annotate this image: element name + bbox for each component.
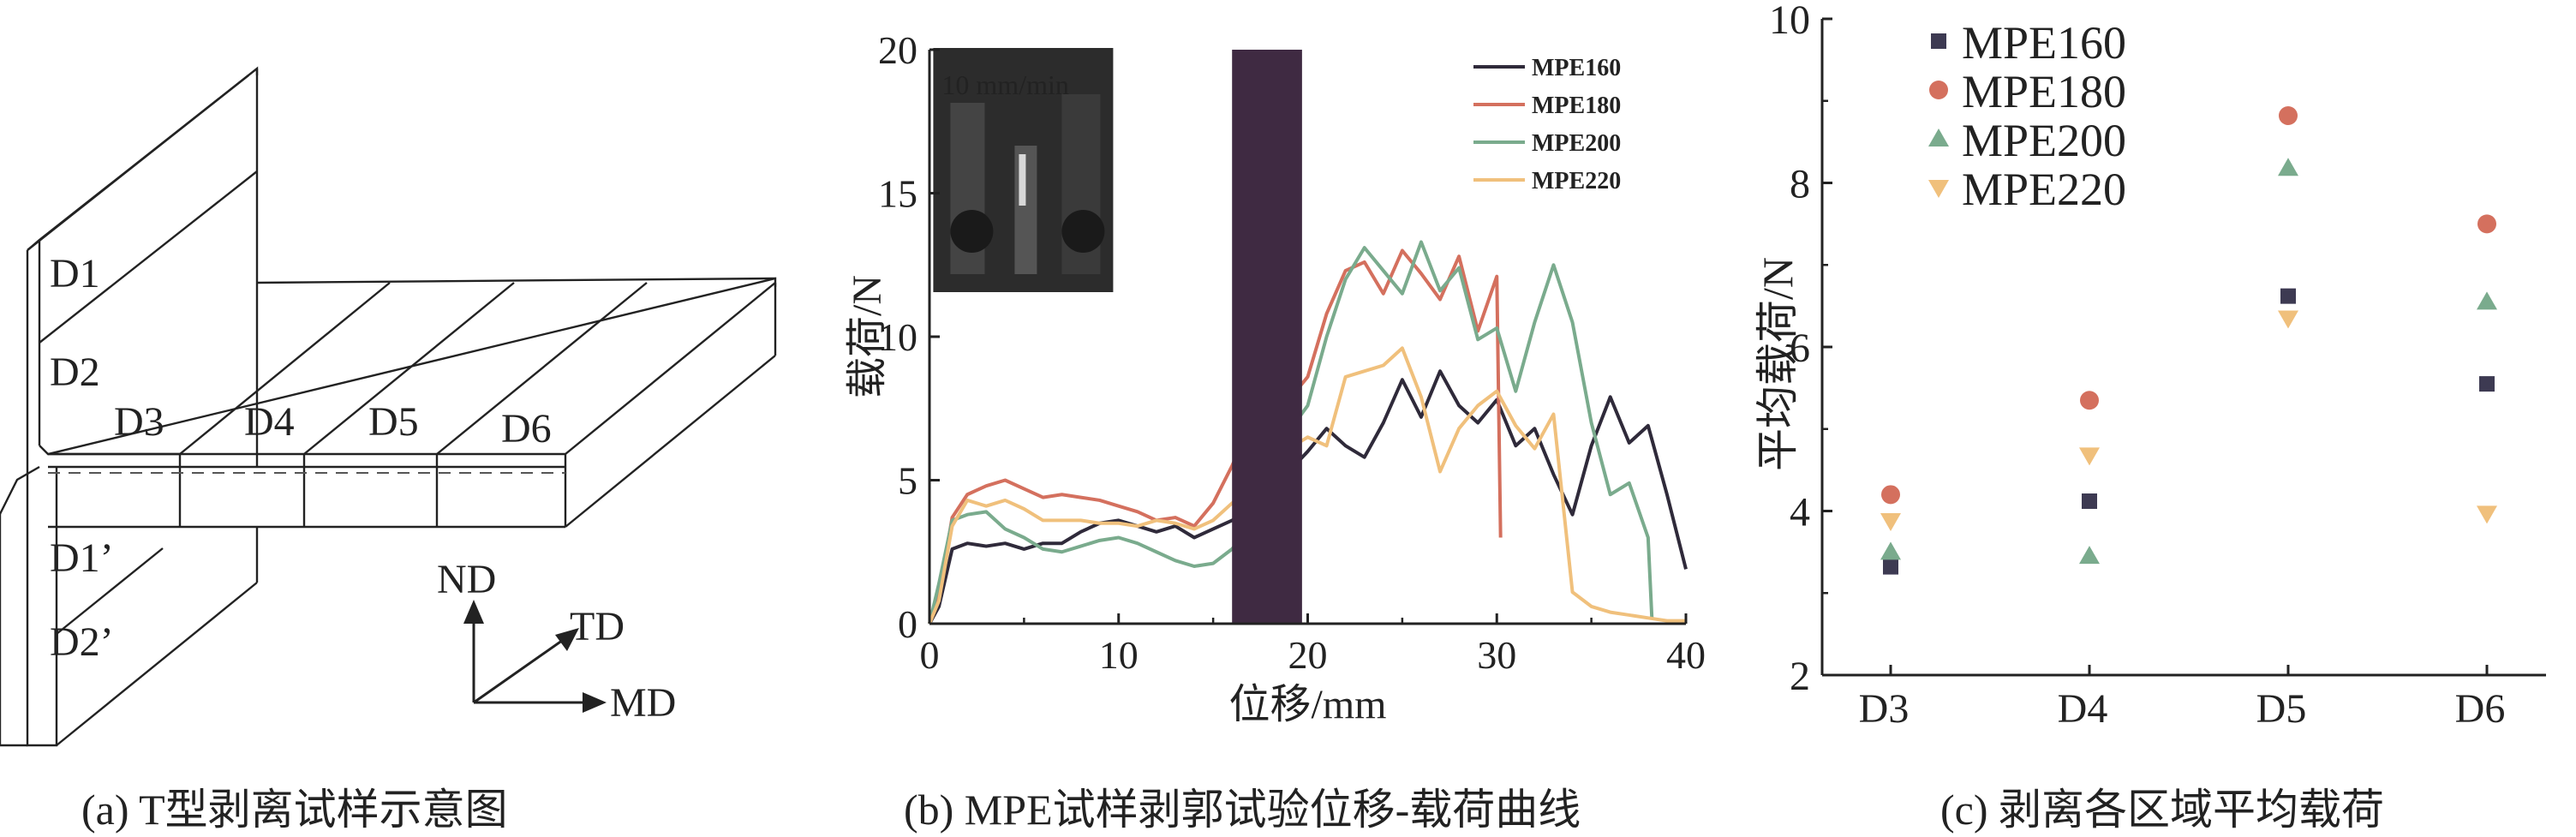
point-mpe220-d3 <box>1880 512 1901 531</box>
inset-speed-label: 10 mm/min <box>941 69 1068 100</box>
legend-label-mpe200: MPE200 <box>1532 130 1621 157</box>
panel-a-caption: (a) T型剥离试样示意图 <box>81 786 508 834</box>
panel-b-caption: (b) MPE试样剥郭试验位移-载荷曲线 <box>904 786 1581 834</box>
y-tick-label: 10 <box>1769 0 1810 43</box>
label-d1-prime: D1’ <box>50 535 114 581</box>
inset-specimen <box>1014 146 1037 274</box>
point-mpe180-d6 <box>2477 214 2496 234</box>
x-tick-label: D4 <box>2058 686 2108 732</box>
y-tick-label: 15 <box>878 172 917 216</box>
legend-label-mpe200: MPE200 <box>1962 115 2126 166</box>
average-load-panel: 2 4 6 8 10 D3 D4 D5 D6 平均载荷/N MPE160 MPE180 MPE200 MP… <box>1713 0 2576 837</box>
inset-hole-left <box>950 210 994 253</box>
point-mpe220-d6 <box>2477 505 2497 524</box>
x-tick-label: D6 <box>2455 686 2506 732</box>
legend-marker-mpe220 <box>1928 180 1949 198</box>
x-tick-label: 0 <box>920 633 940 677</box>
label-d3: D3 <box>114 399 164 445</box>
legend-label-mpe180: MPE180 <box>1962 66 2126 117</box>
load-displacement-panel: 10 mm/min 0 10 20 30 40 0 5 10 15 20 位移/mm 载荷/N MPE16… <box>814 0 1713 837</box>
label-d2: D2 <box>50 350 100 395</box>
point-mpe180-d5 <box>2279 105 2298 125</box>
point-mpe220-d5 <box>2278 310 2298 329</box>
td-arrow-icon <box>555 628 579 651</box>
label-d1: D1 <box>50 251 100 296</box>
inset-specimen-web <box>1019 154 1026 206</box>
y-tick-label: 2 <box>1790 654 1810 699</box>
x-tick-label: 30 <box>1477 633 1516 677</box>
nd-arrow-icon <box>463 600 484 624</box>
flange-outline <box>26 250 58 747</box>
y-tick-label: 10 <box>878 315 917 359</box>
average-load-chart: 2 4 6 8 10 D3 D4 D5 D6 平均载荷/N MPE160MPE180MPE200MP… <box>1754 0 2546 732</box>
inset-photo <box>933 48 1114 292</box>
y-tick-label: 0 <box>898 602 917 646</box>
legend-label-mpe160: MPE160 <box>1532 55 1621 81</box>
point-mpe200-d5 <box>2278 158 2298 176</box>
point-mpe200-d4 <box>2079 546 2100 565</box>
y-tick-label: 20 <box>878 28 917 72</box>
mask-bar <box>1232 50 1302 624</box>
x-tick-label: 20 <box>1288 633 1328 677</box>
legend-label-mpe220: MPE220 <box>1962 164 2126 215</box>
legend-marker-mpe180 <box>1929 81 1948 99</box>
point-mpe160-d6 <box>2479 376 2495 392</box>
legend-label-mpe220: MPE220 <box>1532 168 1621 194</box>
d1p-d2p-divider <box>56 547 164 635</box>
d1-d2-divider <box>39 170 258 344</box>
x-tick-label: D3 <box>1859 686 1910 732</box>
point-mpe180-d3 <box>1881 485 1900 505</box>
y-tick-label: 4 <box>1790 490 1810 535</box>
series-line-mpe180 <box>928 248 1503 625</box>
label-d5: D5 <box>368 399 419 445</box>
load-displacement-chart: 10 mm/min 0 10 20 30 40 0 5 10 15 20 位移/mm 载荷/N MPE16… <box>845 28 1706 727</box>
label-d6: D6 <box>501 406 552 451</box>
legend-label-mpe160: MPE160 <box>1962 17 2126 69</box>
y-tick-label: 6 <box>1790 326 1810 371</box>
y-axis-label: 平均载荷/N <box>1754 257 1802 471</box>
point-mpe180-d4 <box>2080 391 2099 410</box>
inset-hole-right <box>1061 210 1105 253</box>
md-arrow-icon <box>583 692 607 713</box>
point-mpe160-d5 <box>2280 288 2296 304</box>
t-peel-schematic-panel: D1 D2 D3 D4 D5 D6 D1’ D2’ ND TD MD (a) T… <box>0 0 814 837</box>
orientation-axes <box>463 600 607 713</box>
axis-nd-label: ND <box>437 557 496 602</box>
point-mpe200-d6 <box>2477 291 2497 310</box>
x-tick-label: 10 <box>1099 633 1139 677</box>
point-mpe220-d4 <box>2079 447 2100 466</box>
legend-marker-mpe160 <box>1931 33 1946 49</box>
legend-label-mpe180: MPE180 <box>1532 93 1621 119</box>
panel-c-caption: (c) 剥离各区域平均载荷 <box>1940 786 2384 834</box>
y-tick-label: 8 <box>1790 162 1810 207</box>
label-d2-prime: D2’ <box>50 619 114 665</box>
x-tick-label: D5 <box>2256 686 2307 732</box>
x-tick-label: 40 <box>1666 633 1706 677</box>
point-mpe200-d3 <box>1880 541 1901 560</box>
y-axis-label: 载荷/N <box>845 275 890 398</box>
y-tick-label: 5 <box>898 459 917 503</box>
point-mpe160-d3 <box>1883 559 1898 575</box>
axis-td-label: TD <box>570 604 625 649</box>
x-axis-label: 位移/mm <box>1228 682 1386 727</box>
series-line-mpe220 <box>928 346 1686 625</box>
legend-marker-mpe200 <box>1928 129 1949 146</box>
axis-md-label: MD <box>610 680 676 726</box>
label-d4: D4 <box>244 399 295 445</box>
point-mpe160-d4 <box>2082 493 2097 510</box>
t-peel-schematic: D1 D2 D3 D4 D5 D6 D1’ D2’ ND TD MD <box>0 66 777 747</box>
